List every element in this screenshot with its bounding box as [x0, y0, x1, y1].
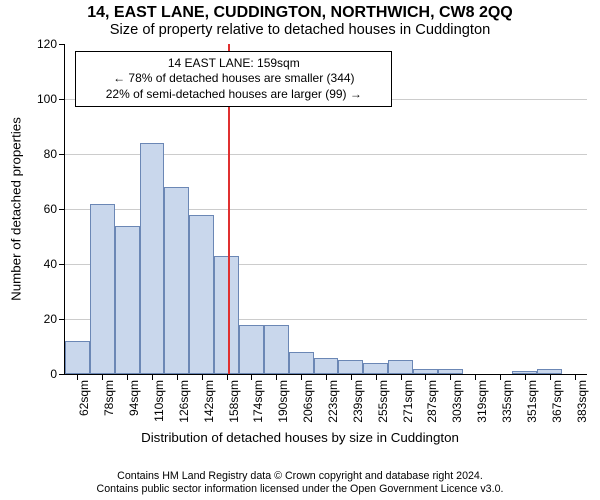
histogram-bar: [338, 360, 363, 374]
histogram-bar: [363, 363, 388, 374]
histogram-bar: [164, 187, 189, 374]
x-tick-label: 367sqm: [550, 380, 564, 423]
x-tick-label: 190sqm: [276, 380, 290, 423]
x-tick-label: 271sqm: [401, 380, 415, 423]
x-tick-label: 62sqm: [77, 380, 91, 416]
histogram-bar: [115, 226, 140, 375]
x-tick-label: 158sqm: [227, 380, 241, 423]
x-tick-label: 78sqm: [102, 380, 116, 416]
x-tick-label: 142sqm: [202, 380, 216, 423]
histogram-bar: [140, 143, 165, 374]
chart-title-main: 14, EAST LANE, CUDDINGTON, NORTHWICH, CW…: [0, 4, 600, 22]
histogram-bar: [388, 360, 413, 374]
x-tick-label: 174sqm: [251, 380, 265, 423]
chart-title-sub: Size of property relative to detached ho…: [0, 22, 600, 38]
x-tick-label: 126sqm: [177, 380, 191, 423]
x-tick-label: 351sqm: [525, 380, 539, 423]
histogram-bar: [537, 369, 562, 375]
x-tick-label: 319sqm: [475, 380, 489, 423]
x-tick-label: 206sqm: [301, 380, 315, 423]
attribution-footer: Contains HM Land Registry data © Crown c…: [0, 470, 600, 496]
x-tick-label: 335sqm: [500, 380, 514, 423]
y-tick-label: 100: [37, 92, 65, 106]
chart-container: 14, EAST LANE, CUDDINGTON, NORTHWICH, CW…: [0, 0, 600, 500]
y-axis-label: Number of detached properties: [9, 117, 24, 301]
histogram-bar: [289, 352, 314, 374]
annotation-line2: ← 78% of detached houses are smaller (34…: [82, 71, 385, 87]
annotation-box: 14 EAST LANE: 159sqm ← 78% of detached h…: [75, 51, 392, 108]
histogram-bar: [438, 369, 463, 375]
y-tick-label: 0: [50, 367, 65, 381]
footer-line1: Contains HM Land Registry data © Crown c…: [0, 470, 600, 483]
x-axis-label: Distribution of detached houses by size …: [0, 430, 600, 445]
histogram-bar: [264, 325, 289, 375]
x-tick-label: 287sqm: [425, 380, 439, 423]
annotation-line3: 22% of semi-detached houses are larger (…: [82, 87, 385, 103]
y-tick-label: 20: [44, 312, 65, 326]
histogram-bar: [314, 358, 339, 375]
histogram-bar: [512, 371, 537, 374]
x-tick-label: 94sqm: [127, 380, 141, 416]
footer-line2: Contains public sector information licen…: [0, 483, 600, 496]
histogram-bar: [90, 204, 115, 375]
plot-area: 14 EAST LANE: 159sqm ← 78% of detached h…: [64, 44, 587, 375]
x-tick-label: 223sqm: [326, 380, 340, 423]
y-tick-label: 120: [37, 37, 65, 51]
x-tick-label: 110sqm: [152, 380, 166, 422]
histogram-bar: [239, 325, 264, 375]
x-tick-label: 239sqm: [351, 380, 365, 423]
y-tick-label: 40: [44, 257, 65, 271]
histogram-bar: [413, 369, 438, 375]
histogram-bar: [65, 341, 90, 374]
annotation-line1: 14 EAST LANE: 159sqm: [82, 56, 385, 72]
y-tick-label: 60: [44, 202, 65, 216]
x-tick-label: 303sqm: [450, 380, 464, 423]
histogram-bar: [214, 256, 239, 374]
x-tick-label: 383sqm: [575, 380, 589, 423]
histogram-bar: [189, 215, 214, 375]
y-tick-label: 80: [44, 147, 65, 161]
x-tick-label: 255sqm: [376, 380, 390, 423]
